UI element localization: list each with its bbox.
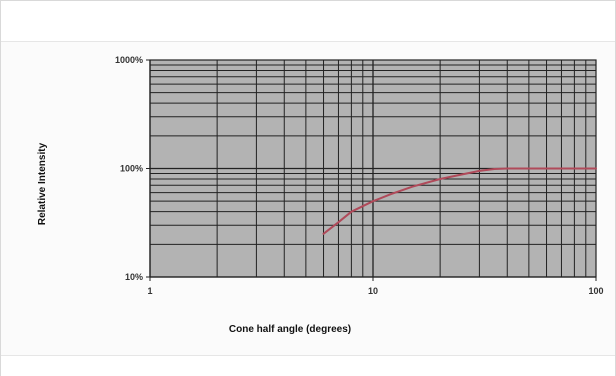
- horizontal-gridlines: [150, 64, 596, 278]
- x-tick-label: 10: [368, 286, 378, 296]
- y-tick-label: 10%: [125, 272, 143, 282]
- series-line: [322, 167, 597, 235]
- chart-footer-area: [1, 355, 615, 376]
- y-axis-title: Relative Intensity: [37, 142, 48, 225]
- chart-header-area: [1, 1, 615, 42]
- x-axis-ticks: 1 10 100: [147, 277, 604, 296]
- x-tick-label: 1: [147, 286, 152, 296]
- series-layer: [322, 167, 597, 235]
- y-tick-label: 1000%: [115, 55, 143, 65]
- y-tick-label: 100%: [120, 164, 143, 174]
- x-tick-label: 100: [588, 286, 603, 296]
- y-axis-ticks: 10% 100% 1000%: [115, 55, 150, 282]
- x-axis-title: Cone half angle (degrees): [229, 324, 351, 335]
